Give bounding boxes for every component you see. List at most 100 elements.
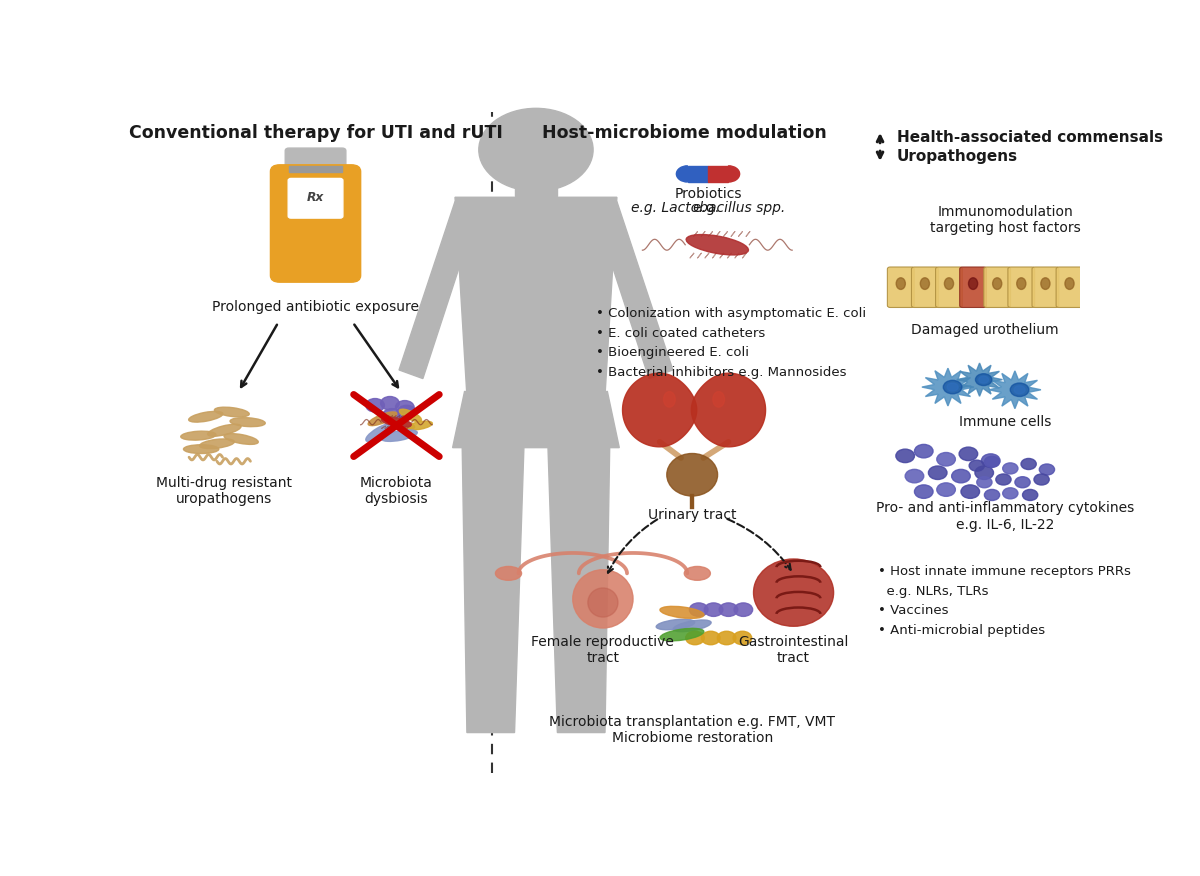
Polygon shape — [691, 373, 766, 447]
Circle shape — [397, 406, 416, 419]
Ellipse shape — [686, 235, 749, 255]
Circle shape — [383, 408, 401, 422]
Text: Immunomodulation
targeting host factors: Immunomodulation targeting host factors — [930, 205, 1081, 235]
Ellipse shape — [496, 567, 522, 580]
Ellipse shape — [184, 445, 218, 454]
Circle shape — [1021, 458, 1037, 470]
Polygon shape — [455, 197, 617, 396]
Circle shape — [396, 400, 414, 414]
Circle shape — [1003, 463, 1018, 474]
Ellipse shape — [660, 628, 704, 641]
Ellipse shape — [366, 423, 396, 442]
Circle shape — [984, 456, 1000, 467]
FancyBboxPatch shape — [1032, 267, 1058, 307]
FancyBboxPatch shape — [936, 267, 962, 307]
FancyBboxPatch shape — [270, 165, 361, 282]
Circle shape — [685, 632, 704, 645]
Circle shape — [702, 632, 720, 645]
Ellipse shape — [656, 619, 695, 630]
Circle shape — [1034, 474, 1049, 485]
Bar — [515, 148, 557, 195]
Circle shape — [974, 466, 994, 479]
Circle shape — [366, 399, 384, 412]
Polygon shape — [956, 363, 1002, 396]
Ellipse shape — [664, 392, 676, 407]
Text: Immune cells: Immune cells — [960, 415, 1051, 429]
Wedge shape — [728, 166, 739, 182]
Text: Gastrointestinal
tract: Gastrointestinal tract — [738, 635, 848, 665]
Circle shape — [979, 376, 989, 383]
Text: Microbiota
dysbiosis: Microbiota dysbiosis — [360, 476, 433, 506]
Ellipse shape — [382, 417, 412, 427]
Ellipse shape — [713, 392, 725, 407]
Text: e.g. ​: e.g. ​ — [692, 201, 724, 215]
Circle shape — [959, 447, 978, 461]
Bar — [688, 166, 708, 182]
Text: • Colonization with asymptomatic E. coli
• E. coli coated catheters
• Bioenginee: • Colonization with asymptomatic E. coli… — [596, 307, 866, 379]
Polygon shape — [922, 368, 974, 406]
Ellipse shape — [667, 454, 718, 496]
Text: Conventional therapy for UTI and rUTI: Conventional therapy for UTI and rUTI — [128, 124, 503, 142]
Ellipse shape — [181, 431, 216, 440]
FancyBboxPatch shape — [1008, 267, 1034, 307]
Circle shape — [1015, 477, 1030, 488]
Text: Microbiome restoration: Microbiome restoration — [612, 731, 773, 745]
Ellipse shape — [968, 278, 978, 289]
FancyBboxPatch shape — [286, 148, 346, 174]
Circle shape — [929, 466, 947, 479]
Ellipse shape — [920, 278, 930, 289]
FancyBboxPatch shape — [1056, 267, 1082, 307]
Polygon shape — [595, 201, 673, 378]
Circle shape — [1014, 385, 1025, 394]
Circle shape — [914, 485, 934, 498]
Circle shape — [977, 477, 992, 488]
Circle shape — [719, 603, 738, 617]
Ellipse shape — [1064, 278, 1074, 289]
Polygon shape — [400, 201, 476, 378]
Text: Multi-drug resistant
uropathogens: Multi-drug resistant uropathogens — [156, 476, 293, 506]
Circle shape — [905, 470, 924, 483]
Ellipse shape — [1040, 278, 1050, 289]
Ellipse shape — [588, 588, 618, 617]
Ellipse shape — [368, 412, 397, 426]
Circle shape — [734, 603, 752, 617]
Ellipse shape — [407, 421, 432, 430]
Text: Health-associated commensals: Health-associated commensals — [896, 130, 1163, 145]
Ellipse shape — [684, 567, 710, 580]
Polygon shape — [548, 443, 610, 732]
Circle shape — [718, 632, 736, 645]
Ellipse shape — [382, 430, 418, 442]
Ellipse shape — [384, 418, 415, 429]
Circle shape — [689, 603, 708, 617]
Circle shape — [704, 603, 722, 617]
FancyBboxPatch shape — [288, 179, 343, 218]
Wedge shape — [677, 166, 688, 182]
FancyBboxPatch shape — [912, 267, 938, 307]
FancyBboxPatch shape — [984, 267, 1010, 307]
Text: Uropathogens: Uropathogens — [896, 149, 1018, 164]
Circle shape — [943, 380, 962, 394]
Text: Host-microbiome modulation: Host-microbiome modulation — [542, 124, 827, 142]
Circle shape — [896, 449, 914, 463]
Circle shape — [479, 109, 593, 191]
Circle shape — [1022, 490, 1038, 500]
Text: Damaged urothelium: Damaged urothelium — [911, 323, 1058, 337]
Ellipse shape — [188, 412, 223, 422]
Circle shape — [984, 490, 1000, 500]
Circle shape — [937, 453, 955, 466]
Ellipse shape — [896, 278, 905, 289]
Text: Microbiota transplantation e.g. FMT, VMT: Microbiota transplantation e.g. FMT, VMT — [550, 716, 835, 730]
Ellipse shape — [230, 418, 265, 427]
Text: Urinary tract: Urinary tract — [648, 508, 737, 522]
Ellipse shape — [660, 606, 704, 618]
Polygon shape — [623, 373, 697, 447]
Circle shape — [914, 444, 934, 458]
Circle shape — [1039, 464, 1055, 475]
Text: Probiotics: Probiotics — [674, 187, 742, 201]
Text: e.g. Lactobacillus spp.: e.g. Lactobacillus spp. — [631, 201, 785, 215]
Circle shape — [733, 632, 751, 645]
Circle shape — [961, 485, 979, 498]
Ellipse shape — [572, 569, 634, 628]
Circle shape — [982, 454, 1000, 467]
Circle shape — [937, 483, 955, 497]
